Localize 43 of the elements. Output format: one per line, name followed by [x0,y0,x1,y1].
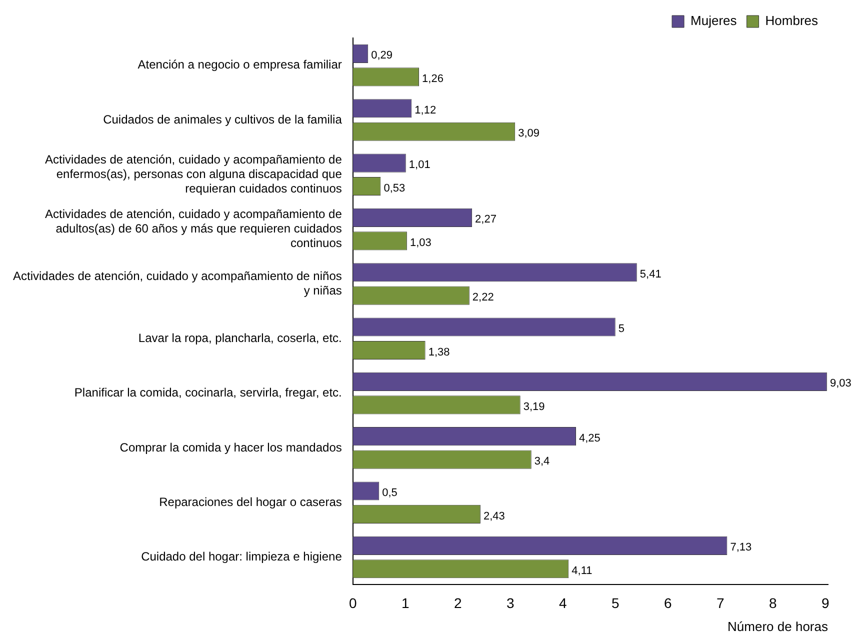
y-tick-label: Planificar la comida, cocinarla, servirla, fregar, etc. [74,386,342,400]
data-label: 2,22 [472,292,494,304]
data-label: 0,53 [384,182,406,194]
y-tick-label: Reparaciones del hogar o caseras [159,494,342,509]
x-tick-label: 9 [821,594,830,611]
x-tick-label: 8 [768,594,777,611]
data-label: 1,38 [428,346,450,358]
data-label: 3,19 [523,400,545,413]
x-tick-label: 0 [348,594,357,611]
y-tick-label: Actividades de atención, cuidado y acompañamiento de niños y niñas [12,269,342,298]
data-label: 1,12 [414,104,436,116]
y-tick-label: Atención a negocio o empresa familiar [138,58,342,72]
x-axis-title: Número de horas [728,618,828,634]
data-label: 0,29 [371,50,393,62]
data-label: 7,13 [730,542,752,554]
y-tick-label: Cuidado del hogar: limpieza e higiene [141,550,342,564]
x-tick-label: 1 [401,594,410,611]
data-label: 1,01 [408,159,430,172]
data-label: 9,03 [830,378,852,390]
x-tick-label: 7 [716,594,724,611]
data-label: 5,41 [640,268,662,280]
x-tick-label: 6 [664,594,672,611]
data-label: 1,03 [410,236,432,249]
data-label: 4,11 [572,564,592,577]
y-tick-label: Lavar la ropa, plancharla, coserla, etc. [138,330,342,345]
x-tick-label: 5 [611,594,620,611]
y-tick-label: Actividades de atención, cuidado y acompañamiento de adultos(as) de 60 años y más que requieren cuidados continuos [45,207,342,250]
data-label: 5 [618,323,625,336]
x-tick-label: 3 [506,594,514,611]
x-tick-label: 4 [558,594,567,611]
data-label: 4,25 [579,432,600,444]
y-tick-label: Actividades de atención, cuidado y acompañamiento de enfermos(as), personas con alguna discapacidad que requieran cuidados continuos [45,152,342,196]
legend-label: Hombres [765,13,818,28]
data-label: 0,5 [382,487,398,500]
data-label: 2,27 [475,214,496,226]
y-tick-label: Comprar la comida y hacer los mandados [120,440,342,454]
data-label: 2,43 [483,510,505,522]
x-tick-label: 2 [454,594,462,611]
legend-label: Mujeres [690,13,738,28]
data-label: 3,09 [518,128,540,140]
data-label: 1,26 [422,72,444,85]
y-tick-label: Cuidados de animales y cultivos de la familia [103,112,342,126]
data-label: 3,4 [534,456,550,468]
